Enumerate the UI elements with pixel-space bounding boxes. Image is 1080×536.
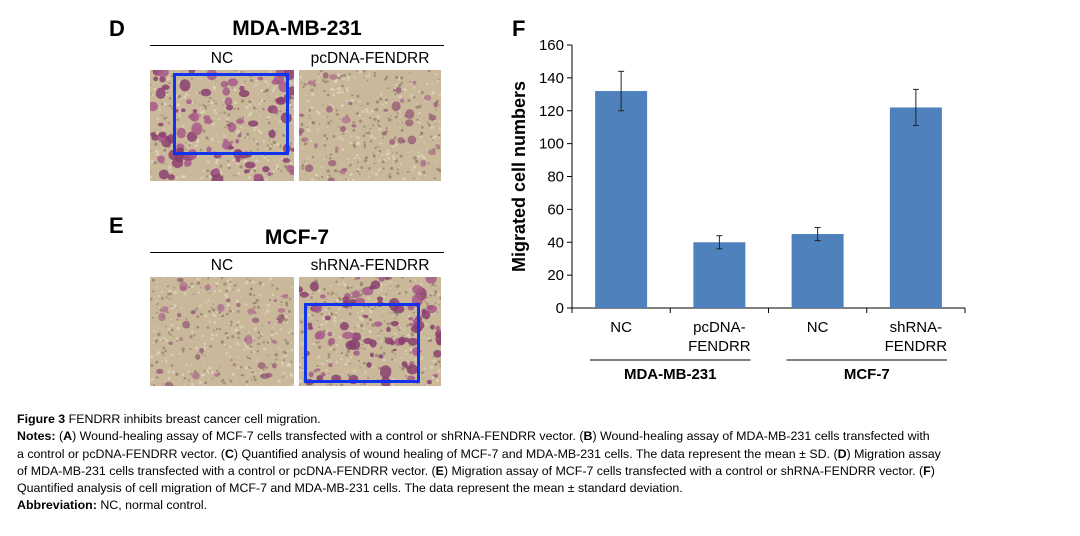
- y-tick-label: 160: [539, 37, 564, 54]
- x-tick-label: NC: [610, 319, 632, 336]
- y-tick-label: 140: [539, 70, 564, 87]
- notes-text: of MDA-MB-231 cells transfected with a c…: [17, 463, 436, 478]
- notes-line: Notes: (A) Wound-healing assay of MCF-7 …: [17, 428, 941, 445]
- panel-ref: C: [224, 446, 234, 461]
- y-tick-label: 80: [547, 169, 564, 186]
- panel-ref: E: [435, 463, 444, 478]
- panel-e-title: MCF-7: [264, 226, 330, 249]
- y-axis-label: Migrated cell numbers: [509, 81, 529, 272]
- migration-bar-chart: Migrated cell numbers 0 20 40 60 80 100 120 140 1…: [509, 37, 966, 383]
- bar: [595, 91, 648, 309]
- notes-text: Quantified analysis of cell migration of…: [17, 481, 683, 496]
- caption-title-line: Figure 3 FENDRR inhibits breast cancer c…: [17, 411, 941, 428]
- panel-ref: B: [583, 429, 593, 444]
- x-tick-label-line: FENDRR: [885, 338, 948, 355]
- panel-d-rule: [150, 45, 444, 46]
- panel-e-nc-image: [150, 277, 294, 386]
- panel-ref: D: [837, 446, 847, 461]
- caption-abbreviation-line: Abbreviation: NC, normal control.: [17, 497, 941, 514]
- x-tick-label: shRNA- FENDRR: [885, 319, 948, 355]
- notes-line: Quantified analysis of cell migration of…: [17, 480, 941, 497]
- panel-d-label-nc: NC: [210, 50, 234, 67]
- y-tick-label: 20: [547, 267, 564, 284]
- panel-d-letter: D: [109, 16, 125, 41]
- notes-text: ): [930, 463, 935, 478]
- figure-title: FENDRR inhibits breast cancer cell migra…: [68, 412, 321, 426]
- panel-d-roi-box: [173, 73, 289, 155]
- x-tick-label-line: FENDRR: [688, 338, 751, 355]
- y-tick-label: 0: [556, 300, 564, 317]
- panel-d-treated-image: [299, 70, 441, 181]
- abbreviation-label: Abbreviation:: [17, 498, 97, 513]
- group-label: MDA-MB-231: [624, 366, 717, 383]
- notes-label: Notes:: [17, 429, 59, 444]
- figure-caption: Figure 3 FENDRR inhibits breast cancer c…: [17, 411, 941, 515]
- notes-text: a control or pcDNA-FENDRR vector. (: [17, 446, 225, 461]
- notes-text: ) Migration assay: [846, 446, 941, 461]
- panel-d-label-treated: pcDNA-FENDRR: [310, 50, 430, 67]
- bar: [693, 242, 746, 308]
- figure-label: Figure 3: [17, 412, 66, 426]
- bar: [889, 107, 942, 309]
- notes-line: of MDA-MB-231 cells transfected with a c…: [17, 463, 941, 480]
- abbreviation-text: NC, normal control.: [100, 498, 208, 513]
- x-tick-label-line: pcDNA-: [693, 319, 746, 336]
- panel-e-letter: E: [109, 213, 124, 238]
- x-tick-label: NC: [807, 319, 829, 336]
- panel-d-title: MDA-MB-231: [232, 17, 362, 40]
- bar: [791, 234, 844, 308]
- y-tick-label: 60: [547, 201, 564, 218]
- notes-text: (: [59, 429, 64, 444]
- y-tick-label: 40: [547, 234, 564, 251]
- panel-e-label-nc: NC: [210, 257, 234, 274]
- panel-e-roi-box: [304, 303, 420, 383]
- y-tick-label: 100: [539, 136, 564, 153]
- panel-e-rule: [150, 252, 444, 253]
- notes-line: a control or pcDNA-FENDRR vector. (C) Qu…: [17, 446, 941, 463]
- notes-text: ) Wound-healing assay of MCF-7 cells tra…: [72, 429, 584, 444]
- group-label: MCF-7: [844, 366, 890, 383]
- caption-notes: Notes: (A) Wound-healing assay of MCF-7 …: [17, 428, 941, 497]
- notes-text: ) Wound-healing assay of MDA-MB-231 cell…: [592, 429, 930, 444]
- panel-ref: F: [923, 463, 931, 478]
- panel-e-label-treated: shRNA-FENDRR: [310, 257, 430, 274]
- x-tick-label-line: NC: [807, 319, 829, 336]
- notes-text: ) Migration assay of MCF-7 cells transfe…: [443, 463, 924, 478]
- y-tick-label: 120: [539, 103, 564, 120]
- panel-f-letter: F: [512, 16, 526, 41]
- x-tick-label: pcDNA- FENDRR: [688, 319, 751, 355]
- panel-ref: A: [63, 429, 73, 444]
- notes-text: ) Quantified analysis of wound healing o…: [233, 446, 838, 461]
- x-tick-label-line: NC: [610, 319, 632, 336]
- x-tick-label-line: shRNA-: [890, 319, 943, 336]
